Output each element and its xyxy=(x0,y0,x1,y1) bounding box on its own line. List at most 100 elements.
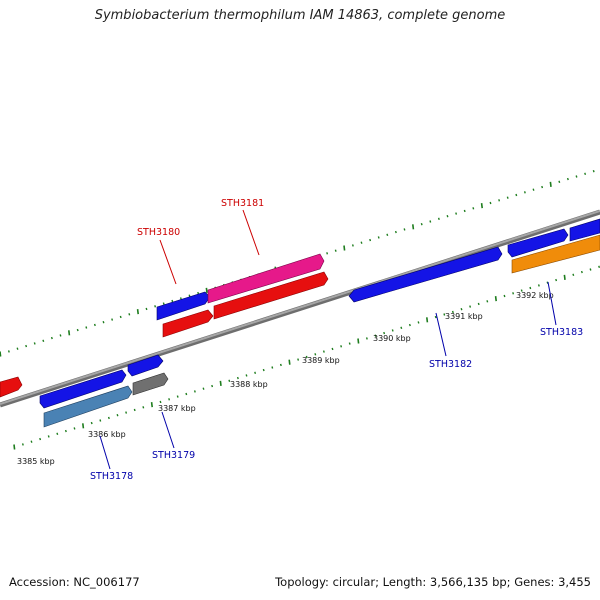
ruler-tick xyxy=(271,366,274,369)
gene-label-sth3183[interactable]: STH3183 xyxy=(540,327,583,338)
ruler-tick xyxy=(494,296,497,302)
gene-label-sth3178[interactable]: STH3178 xyxy=(90,471,133,482)
ruler-tick xyxy=(116,413,119,417)
ruler-tick xyxy=(529,286,532,290)
ruler-tick xyxy=(477,302,480,306)
ruler-tick xyxy=(245,374,248,377)
ruler-tick xyxy=(85,326,88,329)
ruler-tick xyxy=(460,307,463,311)
ruler-tick xyxy=(549,181,552,187)
ruler-tick xyxy=(455,212,458,215)
ruler-tick xyxy=(254,371,257,375)
ruler-tick xyxy=(50,336,53,340)
ruler-tick xyxy=(236,376,239,380)
ruler-tick xyxy=(314,353,317,356)
gene-feature-red-edge[interactable] xyxy=(0,376,23,398)
ruler-tick xyxy=(523,191,526,194)
ruler-tick xyxy=(25,344,28,348)
kbp-label-3392: 3392 kbp xyxy=(516,291,554,300)
ruler-tick xyxy=(515,193,518,197)
ruler-tick xyxy=(357,338,360,344)
gene-feature-blue-edge[interactable] xyxy=(569,218,600,242)
gene-feature-sth3181[interactable] xyxy=(207,253,325,304)
ruler-tick xyxy=(176,395,179,398)
ruler-tick xyxy=(30,440,33,443)
gene-feature-blue-short[interactable] xyxy=(127,354,164,377)
ruler-tick xyxy=(489,201,492,205)
ruler-tick xyxy=(598,265,600,269)
ruler-tick xyxy=(297,358,300,361)
gene-label-sth3179[interactable]: STH3179 xyxy=(152,450,195,461)
ruler-tick xyxy=(326,252,329,255)
gene-feature-red-small[interactable] xyxy=(162,309,214,338)
kbp-label-3386: 3386 kbp xyxy=(88,430,126,439)
ruler-tick xyxy=(584,172,587,176)
ruler-tick xyxy=(383,331,386,335)
ruler-tick xyxy=(334,249,337,252)
gene-feature-blue-upper-right[interactable] xyxy=(507,228,569,258)
ruler-tick xyxy=(42,339,45,343)
ruler-tick xyxy=(572,273,575,277)
ruler-tick xyxy=(563,274,566,280)
gene-label-sth3180[interactable]: STH3180 xyxy=(137,227,180,238)
ruler-tick xyxy=(188,294,191,297)
gene-label-sth3181[interactable]: STH3181 xyxy=(221,198,264,209)
ruler-tick xyxy=(506,196,509,199)
ruler-tick xyxy=(566,177,569,181)
ruler-tick xyxy=(211,384,214,388)
ruler-tick xyxy=(589,268,592,271)
ruler-tick xyxy=(102,320,105,324)
ruler-tick xyxy=(93,323,96,327)
ruler-tick xyxy=(197,291,200,295)
ruler-tick xyxy=(64,429,67,433)
ruler-tick xyxy=(159,400,162,404)
ruler-tick xyxy=(408,323,411,327)
gene-feature-red-long[interactable] xyxy=(213,271,329,320)
ruler-tick xyxy=(580,270,583,274)
ruler-tick xyxy=(412,224,415,230)
accession-text: Accession: NC_006177 xyxy=(9,575,140,589)
gene-feature-sth3182[interactable] xyxy=(348,246,503,303)
ruler-tick xyxy=(111,318,114,321)
gene-feature-sth3178[interactable] xyxy=(43,385,133,428)
ruler-tick xyxy=(343,245,346,251)
gene-feature-blue-left[interactable] xyxy=(39,369,127,409)
gene-label-sth3182[interactable]: STH3182 xyxy=(429,359,472,370)
ruler-tick xyxy=(512,292,515,295)
ruler-tick xyxy=(503,294,506,298)
ruler-tick xyxy=(228,379,231,383)
kbp-label-3387: 3387 kbp xyxy=(158,404,196,413)
ruler-tick xyxy=(360,241,363,244)
ruler-tick xyxy=(288,359,291,365)
ruler-tick xyxy=(125,411,128,414)
ruler-tick xyxy=(128,313,131,316)
ruler-tick xyxy=(68,330,71,336)
ruler-tick xyxy=(403,228,406,231)
tick-row-lower xyxy=(13,265,600,450)
ruler-tick xyxy=(420,222,423,226)
ruler-tick xyxy=(558,180,561,184)
ruler-tick xyxy=(142,406,145,409)
ruler-tick xyxy=(555,278,558,282)
ruler-tick xyxy=(150,402,153,408)
ruler-tick xyxy=(305,355,308,359)
ruler-tick xyxy=(168,398,171,401)
genome-summary-text: Topology: circular; Length: 3,566,135 bp… xyxy=(275,575,591,589)
ruler-tick xyxy=(7,350,10,353)
ruler-tick xyxy=(279,363,282,367)
ruler-tick xyxy=(340,345,343,348)
ruler-tick xyxy=(463,209,466,213)
ruler-tick xyxy=(429,220,432,223)
ruler-tick xyxy=(546,281,549,284)
ruler-tick xyxy=(33,342,36,345)
ruler-tick xyxy=(369,238,372,242)
gene-feature-sth3179[interactable] xyxy=(132,372,169,396)
gene-feature-sth3180[interactable] xyxy=(156,291,211,321)
ruler-tick xyxy=(480,203,483,209)
label-leader-lines xyxy=(99,209,557,470)
ruler-tick xyxy=(73,427,76,430)
ruler-tick xyxy=(154,305,157,308)
ruler-tick xyxy=(76,328,79,332)
gene-feature-sth3183[interactable] xyxy=(511,234,600,274)
features-forward xyxy=(0,218,600,398)
